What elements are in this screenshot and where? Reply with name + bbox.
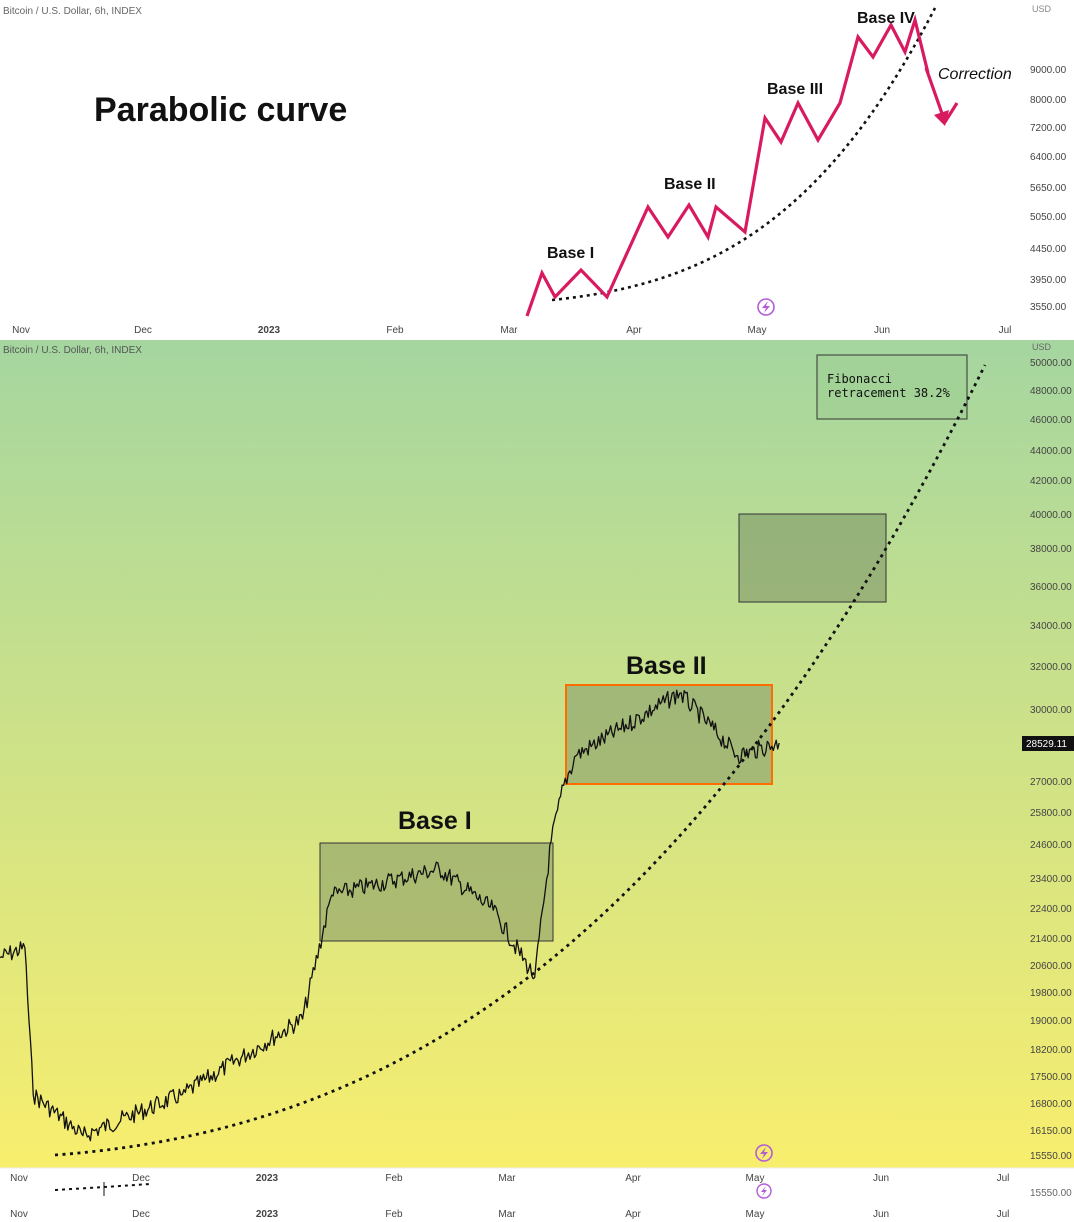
main-y-tick-label-1: 48000.00 bbox=[1030, 386, 1072, 397]
main-y-tick-label-5: 40000.00 bbox=[1030, 510, 1072, 521]
main-y-tick-label-2: 46000.00 bbox=[1030, 415, 1072, 426]
main-y-tick-label-8: 34000.00 bbox=[1030, 621, 1072, 632]
main-y-tick-label-18: 19800.00 bbox=[1030, 988, 1072, 999]
current-price-value: 28529.11 bbox=[1026, 739, 1067, 750]
main-y-tick-label-11: 27000.00 bbox=[1030, 777, 1072, 788]
main-currency-label: USD bbox=[1032, 342, 1052, 352]
top-correction-label: Correction bbox=[938, 66, 1012, 83]
main-x-tick-label-2: 2023 bbox=[256, 1173, 279, 1184]
main-y-tick-label-6: 38000.00 bbox=[1030, 544, 1072, 555]
top-base3-label: Base III bbox=[767, 81, 823, 98]
current-price-tag bbox=[1022, 736, 1074, 751]
top-currency-label: USD bbox=[1032, 4, 1052, 14]
top-x-tick-label-0: Nov bbox=[12, 325, 30, 336]
main-y-tick-label-10: 30000.00 bbox=[1030, 705, 1072, 716]
strip-x-tick-label-1: Dec bbox=[132, 1209, 150, 1220]
strip-x-tick-label-6: May bbox=[746, 1209, 765, 1220]
top-x-tick-label-4: Mar bbox=[500, 325, 518, 336]
top-y-tick-label-3: 6400.00 bbox=[1030, 152, 1067, 163]
top-x-tick-label-6: May bbox=[748, 325, 767, 336]
main-y-tick-label-3: 44000.00 bbox=[1030, 446, 1072, 457]
top-heading: Parabolic curve bbox=[94, 91, 347, 129]
top-y-tick-label-6: 4450.00 bbox=[1030, 244, 1067, 255]
main-y-tick-label-17: 20600.00 bbox=[1030, 961, 1072, 972]
main-y-tick-label-13: 24600.00 bbox=[1030, 840, 1072, 851]
top-y-tick-label-4: 5650.00 bbox=[1030, 183, 1067, 194]
top-x-tick-label-1: Dec bbox=[134, 325, 152, 336]
main-y-tick-label-20: 18200.00 bbox=[1030, 1045, 1072, 1056]
base1-box bbox=[319, 842, 554, 942]
strip-x-tick-label-8: Jul bbox=[997, 1209, 1010, 1220]
main-x-tick-label-7: Jun bbox=[873, 1173, 889, 1184]
top-correction-arrow-head bbox=[934, 110, 949, 126]
top-y-tick-label-2: 7200.00 bbox=[1030, 123, 1067, 134]
strip-x-tick-label-4: Mar bbox=[498, 1209, 516, 1220]
main-lightning-icon[interactable] bbox=[755, 1144, 773, 1162]
main-y-tick-label-9: 32000.00 bbox=[1030, 662, 1072, 673]
base2-label: Base II bbox=[626, 652, 707, 680]
top-y-tick-label-7: 3950.00 bbox=[1030, 275, 1067, 286]
fibonacci-label-line1: Fibonacci bbox=[827, 372, 892, 386]
top-x-tick-label-7: Jun bbox=[874, 325, 890, 336]
strip-price-label: 15550.00 bbox=[1030, 1188, 1072, 1199]
top-base4-label: Base IV bbox=[857, 10, 915, 27]
top-x-tick-label-5: Apr bbox=[626, 325, 642, 336]
top-base2-label: Base II bbox=[664, 176, 716, 193]
strip-x-tick-label-3: Feb bbox=[385, 1209, 403, 1220]
top-y-tick-label-1: 8000.00 bbox=[1030, 95, 1067, 106]
top-zigzag-price-path bbox=[525, 14, 930, 317]
main-y-tick-label-0: 50000.00 bbox=[1030, 358, 1072, 369]
top-parabolic-curve bbox=[551, 7, 937, 302]
main-x-tick-label-1: Dec bbox=[132, 1173, 150, 1184]
base1-label: Base I bbox=[398, 807, 472, 835]
top-x-tick-label-8: Jul bbox=[999, 325, 1012, 336]
top-x-tick-label-3: Feb bbox=[386, 325, 404, 336]
main-parabolic-curve bbox=[54, 364, 987, 1157]
main-y-tick-label-19: 19000.00 bbox=[1030, 1016, 1072, 1027]
main-y-tick-label-15: 22400.00 bbox=[1030, 904, 1072, 915]
strip-x-tick-label-0: Nov bbox=[10, 1209, 28, 1220]
main-y-tick-label-14: 23400.00 bbox=[1030, 874, 1072, 885]
top-base1-label: Base I bbox=[547, 245, 594, 262]
fibonacci-box bbox=[816, 354, 968, 420]
price-series-line bbox=[0, 689, 780, 1142]
main-y-tick-label-4: 42000.00 bbox=[1030, 476, 1072, 487]
projection-box bbox=[738, 513, 887, 603]
main-gradient-background bbox=[0, 340, 1074, 1168]
main-y-tick-label-12: 25800.00 bbox=[1030, 808, 1072, 819]
main-x-tick-label-4: Mar bbox=[498, 1173, 516, 1184]
main-y-tick-label-21: 17500.00 bbox=[1030, 1072, 1072, 1083]
main-x-tick-label-5: Apr bbox=[625, 1173, 641, 1184]
top-chart-panel: Bitcoin / U.S. Dollar, 6h, INDEX USD Par… bbox=[0, 0, 1074, 340]
main-x-tick-label-3: Feb bbox=[385, 1173, 403, 1184]
main-y-tick-label-24: 15550.00 bbox=[1030, 1151, 1072, 1162]
strip-x-tick-label-5: Apr bbox=[625, 1209, 641, 1220]
main-y-tick-label-22: 16800.00 bbox=[1030, 1099, 1072, 1110]
top-y-tick-label-8: 3550.00 bbox=[1030, 302, 1067, 313]
fibonacci-label-line2: retracement 38.2% bbox=[827, 386, 951, 400]
top-y-tick-label-0: 9000.00 bbox=[1030, 65, 1067, 76]
top-x-tick-label-2: 2023 bbox=[258, 325, 281, 336]
main-lower-strip bbox=[0, 1168, 1074, 1222]
main-x-tick-label-8: Jul bbox=[997, 1173, 1010, 1184]
top-y-tick-label-5: 5050.00 bbox=[1030, 212, 1067, 223]
strip-x-tick-label-7: Jun bbox=[873, 1209, 889, 1220]
top-lightning-icon[interactable] bbox=[757, 298, 775, 316]
main-symbol-label: Bitcoin / U.S. Dollar, 6h, INDEX bbox=[3, 345, 142, 356]
strip-lightning-icon[interactable] bbox=[756, 1183, 772, 1199]
main-y-tick-label-16: 21400.00 bbox=[1030, 934, 1072, 945]
strip-x-tick-label-2: 2023 bbox=[256, 1209, 279, 1220]
main-chart-panel: Bitcoin / U.S. Dollar, 6h, INDEX USD Fib… bbox=[0, 340, 1074, 1222]
main-x-tick-label-6: May bbox=[746, 1173, 765, 1184]
main-x-tick-label-0: Nov bbox=[10, 1173, 28, 1184]
top-symbol-label: Bitcoin / U.S. Dollar, 6h, INDEX bbox=[3, 6, 142, 17]
main-y-tick-label-23: 16150.00 bbox=[1030, 1126, 1072, 1137]
main-y-tick-label-7: 36000.00 bbox=[1030, 582, 1072, 593]
